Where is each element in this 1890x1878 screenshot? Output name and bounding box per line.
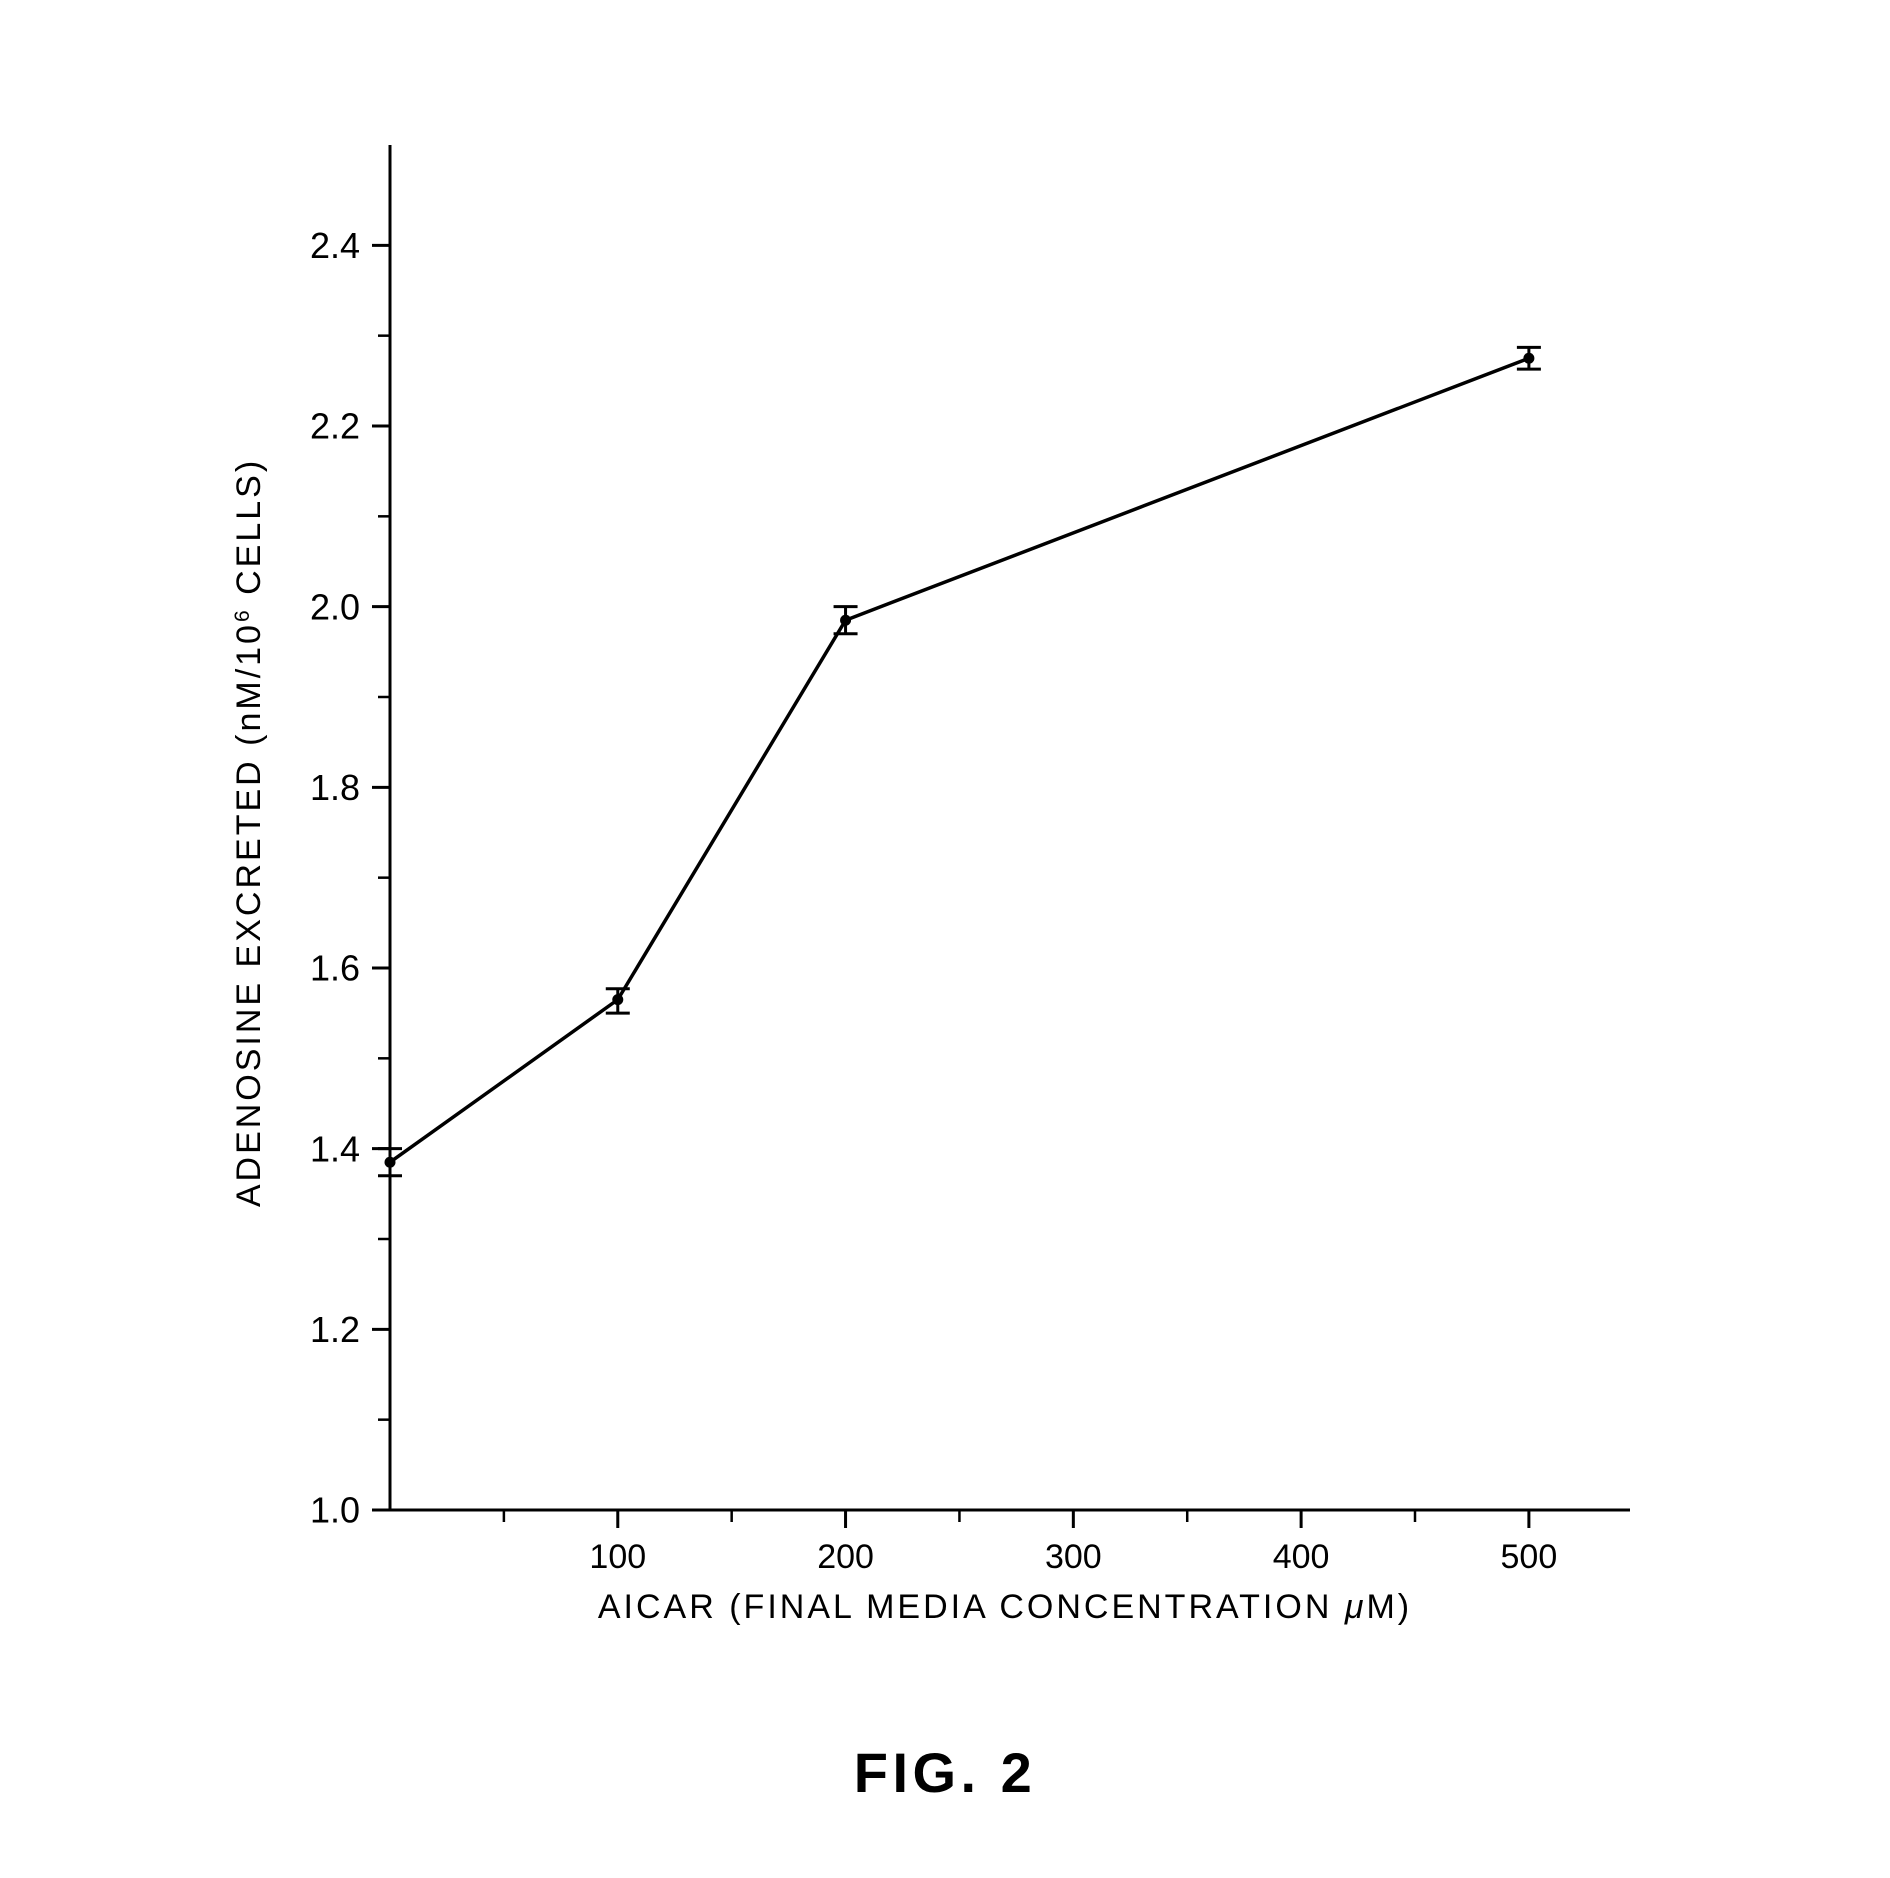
x-tick-label: 500	[1501, 1538, 1558, 1576]
data-marker	[840, 615, 851, 626]
data-marker	[385, 1157, 396, 1168]
y-tick-label: 1.0	[310, 1490, 360, 1531]
y-tick-label: 1.8	[310, 767, 360, 808]
x-tick-label: 400	[1273, 1538, 1330, 1576]
figure-caption: FIG. 2	[0, 1740, 1890, 1805]
data-marker	[612, 994, 623, 1005]
line-chart: 1.0 1.2 1.4 1.6 1.8 2.0 2.2 2.4 100 200 300 400 500 A…	[0, 0, 1890, 1873]
data-marker	[1523, 353, 1534, 364]
y-tick-label: 2.2	[310, 406, 360, 447]
y-tick-label: 1.6	[310, 948, 360, 989]
x-tick-label: 100	[589, 1538, 646, 1576]
x-axis-label: AICAR (FINAL MEDIA CONCENTRATION μM)	[598, 1588, 1412, 1626]
x-tick-label: 300	[1045, 1538, 1102, 1576]
y-axis-label: ADENOSINE EXCRETED (nM/106 CELLS)	[230, 458, 268, 1207]
chart-container: 1.0 1.2 1.4 1.6 1.8 2.0 2.2 2.4 100 200 300 400 500 A…	[0, 0, 1890, 1878]
x-tick-label: 200	[817, 1538, 874, 1576]
y-tick-label: 2.4	[310, 225, 360, 266]
y-tick-label: 1.4	[310, 1128, 360, 1169]
y-tick-label: 1.2	[310, 1309, 360, 1350]
data-line	[390, 358, 1529, 1162]
y-tick-label: 2.0	[310, 586, 360, 627]
page: 1.0 1.2 1.4 1.6 1.8 2.0 2.2 2.4 100 200 300 400 500 A…	[0, 0, 1890, 1873]
